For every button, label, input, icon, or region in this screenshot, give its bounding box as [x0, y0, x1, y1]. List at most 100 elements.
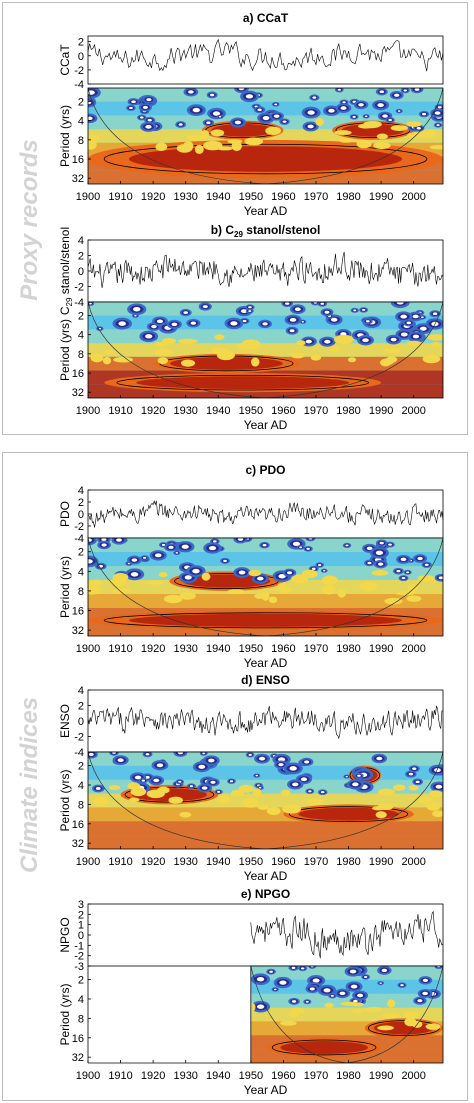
- power-blob: [147, 118, 152, 122]
- power-blob: [89, 302, 92, 305]
- x-tick-label: 1960: [271, 643, 295, 655]
- power-blob: [279, 980, 287, 985]
- power-blob: [88, 134, 101, 141]
- x-tick-label: 1920: [141, 643, 165, 655]
- power-blob: [417, 556, 423, 561]
- series-line: [87, 38, 444, 72]
- power-blob: [151, 324, 157, 329]
- x-tick-label: 1910: [108, 1070, 132, 1082]
- power-blob: [102, 349, 115, 354]
- period-tick-label: 2: [78, 96, 84, 108]
- y-tick-label: -3: [74, 961, 84, 973]
- power-blob: [112, 587, 132, 594]
- x-tick-label: 1980: [336, 191, 360, 203]
- power-blob: [248, 569, 262, 577]
- power-blob: [306, 547, 310, 550]
- x-tick-label: 1980: [336, 1070, 360, 1082]
- power-blob: [238, 784, 255, 793]
- power-blob: [153, 778, 160, 783]
- power-blob: [367, 561, 372, 565]
- power-blob: [320, 302, 325, 305]
- power-blob: [257, 108, 262, 112]
- series-frame: [87, 35, 444, 85]
- power-blob: [256, 1004, 265, 1009]
- x-tick-label: 1970: [304, 856, 328, 868]
- power-blob: [146, 98, 152, 102]
- power-blob: [241, 339, 261, 350]
- y-tick-label: 0: [78, 51, 84, 63]
- x-tick-label: 1970: [304, 191, 328, 203]
- x-tick-label: 2000: [401, 1070, 425, 1082]
- x-tick-label: 1920: [141, 405, 165, 417]
- wavelet-spectrum: [88, 302, 443, 398]
- x-tick-label: 1970: [304, 643, 328, 655]
- power-blob: [364, 115, 368, 118]
- y-tick-label: 2: [78, 701, 84, 713]
- power-core: [341, 123, 405, 137]
- x-tick-label: 1990: [369, 856, 393, 868]
- power-blob: [422, 354, 441, 364]
- x-tick-label: 1990: [369, 643, 393, 655]
- power-blob: [158, 572, 168, 578]
- power-blob: [178, 123, 183, 126]
- y-tick-label: 0: [78, 509, 84, 521]
- power-blob: [206, 121, 211, 125]
- x-tick-label: 1930: [173, 405, 197, 417]
- power-blob: [322, 585, 336, 595]
- power-blob: [240, 309, 248, 314]
- power-blob: [426, 802, 441, 811]
- panel-title: a) CCaT: [243, 11, 289, 25]
- power-blob: [400, 984, 404, 987]
- power-blob: [312, 978, 320, 983]
- power-blob: [379, 541, 384, 545]
- power-blob: [128, 797, 140, 802]
- x-tick-label: 1980: [336, 856, 360, 868]
- power-blob: [379, 982, 382, 984]
- power-blob: [212, 111, 221, 116]
- y-tick-label: -2: [74, 951, 84, 963]
- y-tick-label: 2: [78, 497, 84, 509]
- power-blob: [154, 348, 173, 356]
- power-blob: [388, 118, 392, 122]
- power-blob: [437, 106, 442, 109]
- panel-title: d) ENSO: [241, 673, 290, 687]
- power-blob: [88, 139, 97, 150]
- power-blob: [373, 141, 391, 150]
- power-blob: [90, 352, 104, 363]
- power-blob: [127, 782, 141, 790]
- wavelet-spectrum: [88, 752, 443, 849]
- power-blob: [186, 135, 205, 141]
- power-blob: [412, 767, 417, 770]
- power-blob: [268, 596, 278, 604]
- power-blob: [168, 796, 183, 804]
- power-blob: [291, 1000, 297, 1003]
- power-blob: [192, 568, 200, 574]
- power-blob: [337, 88, 341, 91]
- period-axis-label: Period (yrs): [58, 556, 72, 618]
- power-blob: [248, 310, 252, 312]
- wavelet-spectrum: [250, 966, 443, 1063]
- power-blob: [396, 302, 404, 305]
- x-tick-label: 1990: [369, 1070, 393, 1082]
- x-tick-label: 1910: [108, 405, 132, 417]
- power-blob: [194, 144, 204, 154]
- power-core: [211, 123, 275, 137]
- x-tick-label: 1920: [141, 856, 165, 868]
- power-blob: [234, 120, 241, 125]
- period-tick-label: 32: [72, 1052, 84, 1064]
- y-tick-label: 4: [78, 485, 84, 497]
- period-tick-label: 32: [72, 387, 84, 399]
- power-blob: [156, 763, 164, 768]
- power-blob: [256, 977, 265, 982]
- power-blob: [101, 543, 107, 547]
- power-blob: [375, 811, 387, 819]
- power-blob: [432, 810, 443, 818]
- x-tick-label: 1950: [239, 1070, 263, 1082]
- power-blob: [305, 1000, 309, 1003]
- power-blob: [379, 90, 385, 94]
- power-blob: [403, 1011, 419, 1019]
- period-tick-label: 32: [72, 838, 84, 850]
- power-blob: [351, 1009, 363, 1014]
- power-blob: [376, 756, 383, 761]
